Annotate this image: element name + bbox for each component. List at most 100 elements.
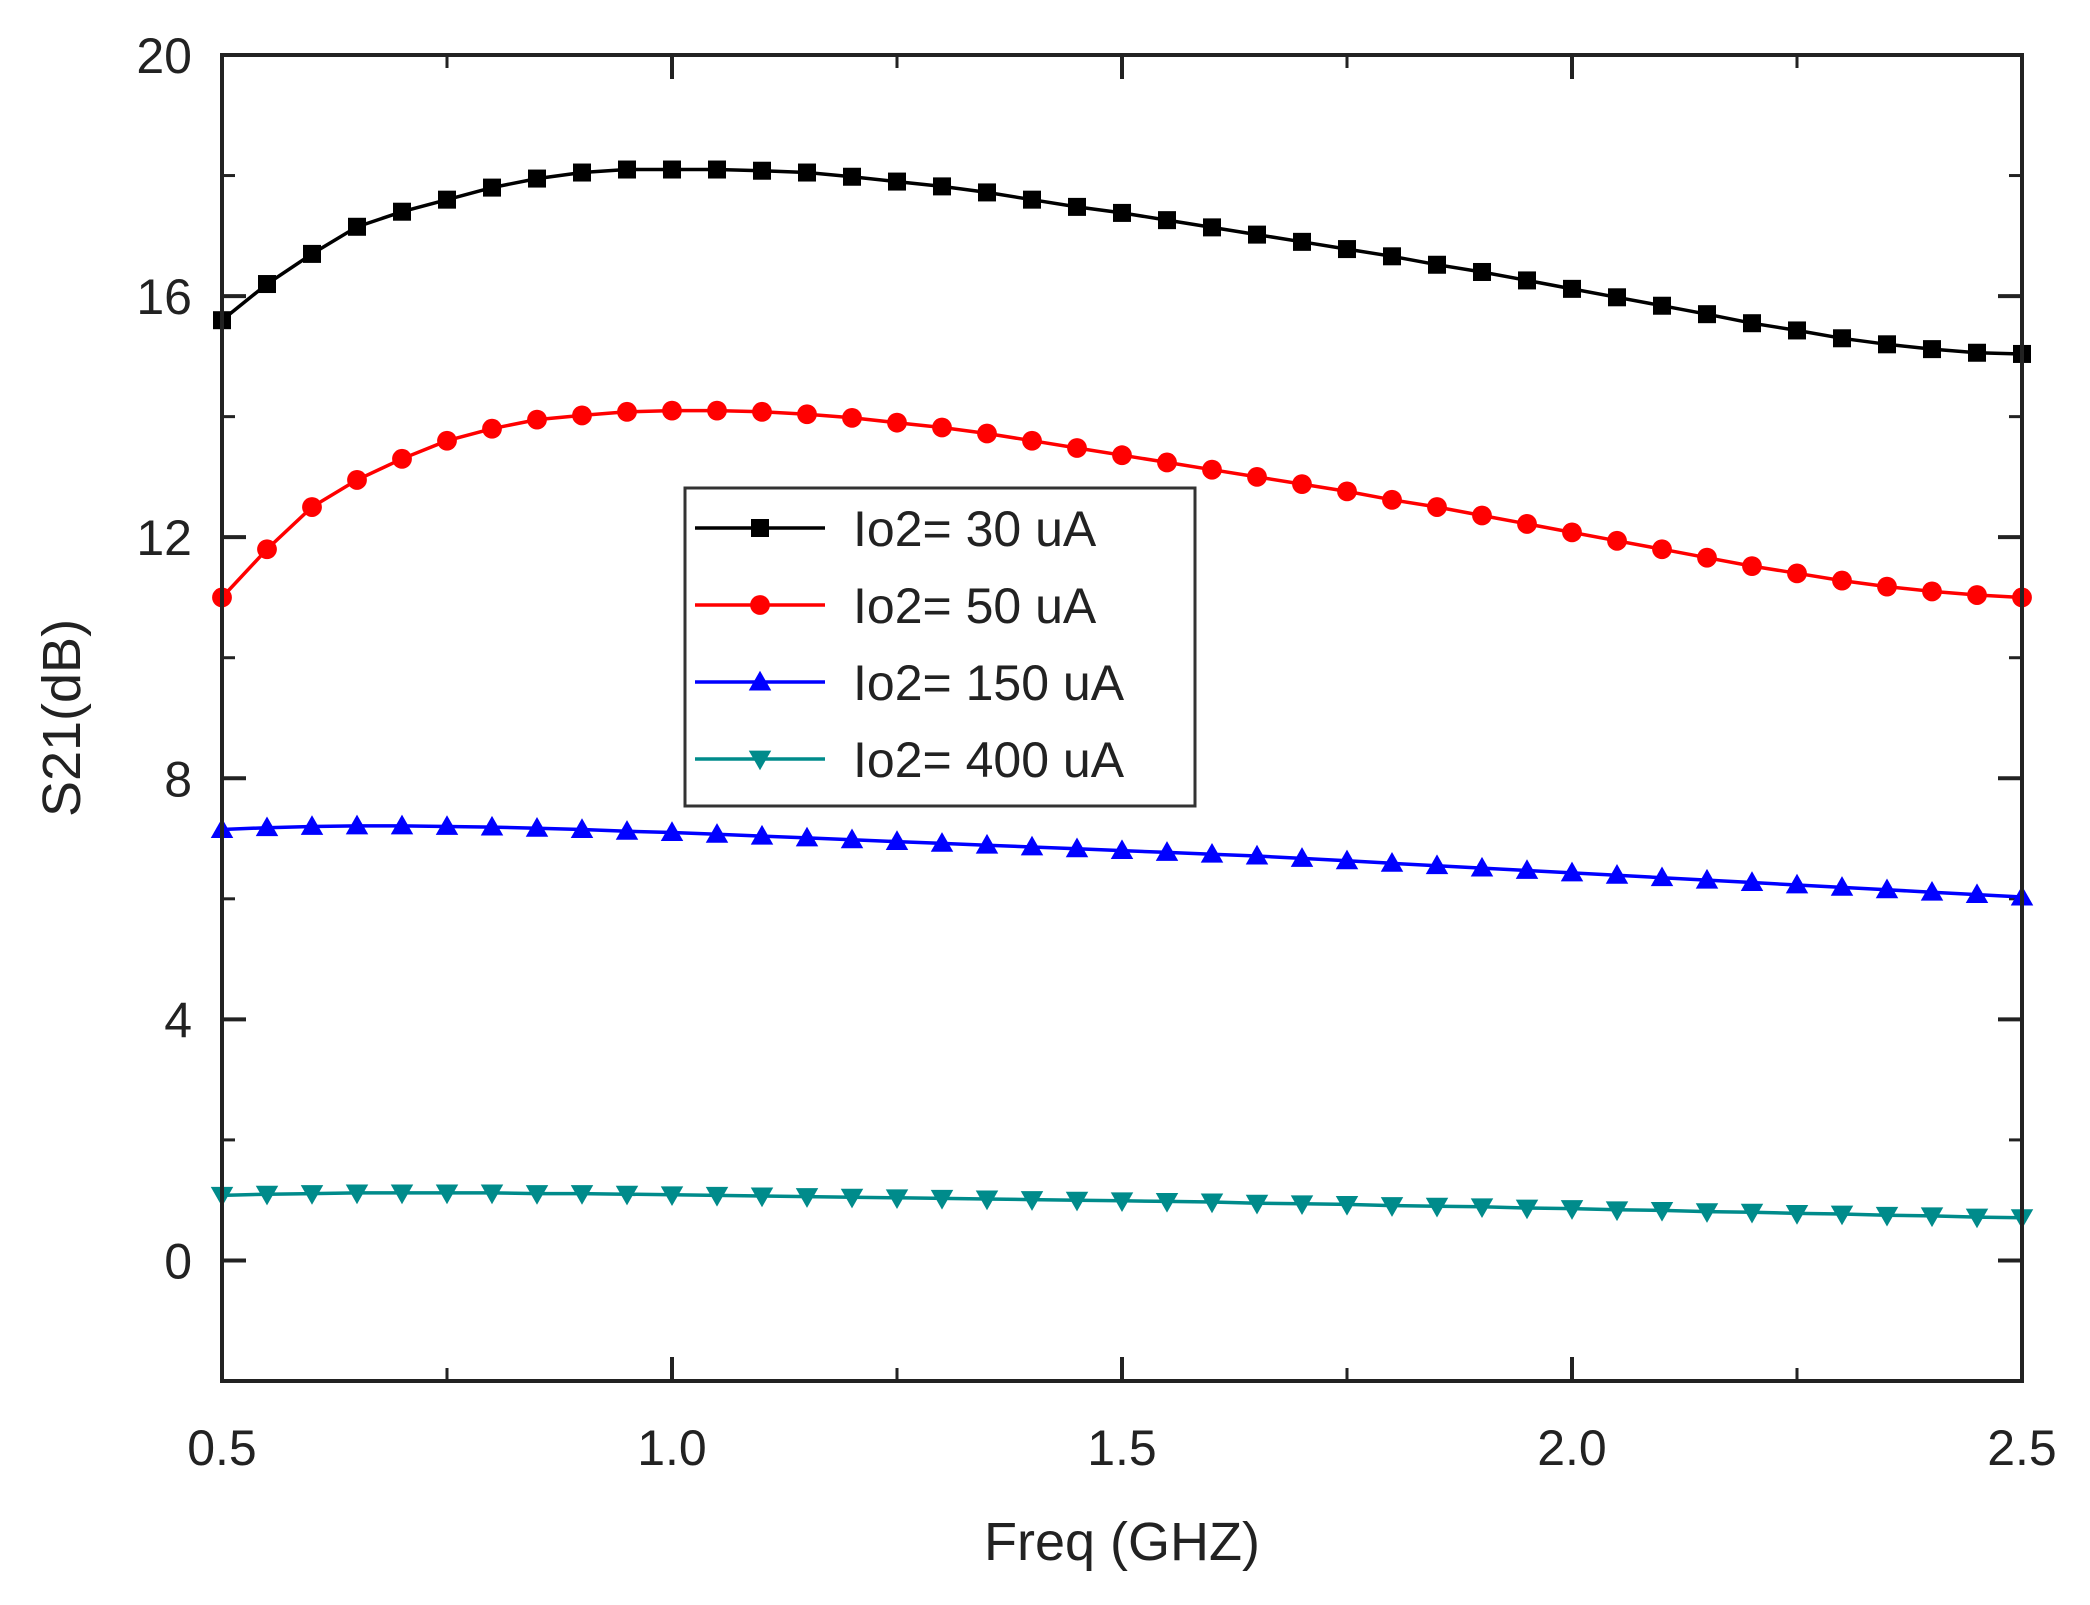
- data-point: [1247, 467, 1267, 487]
- data-point: [1787, 563, 1807, 584]
- data-point: [1470, 1198, 1494, 1219]
- data-point: [525, 1185, 549, 1205]
- legend-marker: [751, 519, 769, 537]
- data-point: [345, 1184, 369, 1205]
- data-point: [1380, 1197, 1404, 1217]
- y-tick-label: 8: [164, 751, 192, 807]
- data-point: [795, 1188, 819, 1208]
- data-point: [885, 1189, 909, 1210]
- data-point: [1650, 1201, 1674, 1222]
- data-point: [525, 817, 549, 837]
- data-point: [1740, 871, 1764, 891]
- legend-box: [683, 486, 1197, 808]
- data-point: [1155, 841, 1179, 861]
- data-point: [1920, 880, 1944, 901]
- data-point: [393, 202, 411, 221]
- data-point: [390, 1184, 414, 1205]
- data-point: [1875, 1206, 1899, 1227]
- x-tick-label: 2.5: [1987, 1420, 2057, 1476]
- data-point: [1515, 1199, 1539, 1220]
- x-tick-label: 1.0: [637, 1420, 707, 1476]
- legend-label: Io2= 50 uA: [853, 578, 1097, 634]
- data-point: [930, 1189, 954, 1210]
- legend-marker: [748, 750, 772, 771]
- data-point: [1113, 203, 1131, 222]
- data-point: [842, 407, 862, 428]
- data-point: [1517, 514, 1537, 534]
- data-point: [438, 190, 456, 209]
- data-point: [1473, 262, 1491, 281]
- data-point: [1605, 864, 1629, 884]
- data-point: [887, 412, 907, 433]
- data-point: [1515, 859, 1539, 879]
- data-point: [1335, 849, 1359, 870]
- data-point: [933, 177, 951, 196]
- data-point: [570, 818, 594, 838]
- data-point: [975, 833, 999, 854]
- data-point: [480, 1184, 504, 1205]
- data-point: [1245, 1194, 1269, 1215]
- data-point: [1065, 1191, 1089, 1212]
- data-point: [1200, 1193, 1224, 1214]
- data-point: [1695, 1203, 1719, 1223]
- data-point: [843, 167, 861, 186]
- data-point: [1472, 505, 1492, 526]
- data-point: [1968, 343, 1986, 362]
- data-point: [888, 172, 906, 191]
- data-point: [753, 161, 771, 180]
- legend-item: Io2= 30 uA: [695, 501, 1097, 557]
- data-point: [1965, 1208, 1989, 1229]
- data-point: [660, 1186, 684, 1207]
- data-point: [1293, 232, 1311, 251]
- data-point: [1785, 873, 1809, 894]
- data-point: [347, 470, 367, 490]
- data-point: [1067, 438, 1087, 458]
- data-point: [1560, 861, 1584, 882]
- y-axis-label: S21(dB): [32, 619, 92, 817]
- data-point: [1200, 842, 1224, 863]
- y-tick-label: 4: [164, 992, 192, 1048]
- data-point: [1382, 489, 1402, 510]
- data-point: [1203, 218, 1221, 237]
- data-point: [975, 1190, 999, 1211]
- legend-item: Io2= 400 uA: [695, 732, 1125, 788]
- data-point: [932, 417, 952, 438]
- data-point: [345, 814, 369, 835]
- data-point: [1335, 1195, 1359, 1216]
- data-point: [1920, 1207, 1944, 1228]
- data-point: [1428, 255, 1446, 274]
- data-point: [1158, 211, 1176, 230]
- data-point: [1245, 844, 1269, 865]
- data-point: [1020, 835, 1044, 856]
- data-point: [615, 820, 639, 840]
- data-point: [1383, 247, 1401, 266]
- data-point: [1338, 240, 1356, 259]
- data-point: [1833, 329, 1851, 348]
- data-point: [1518, 271, 1536, 290]
- data-point: [1425, 854, 1449, 875]
- data-point: [482, 418, 502, 439]
- data-point: [1965, 883, 1989, 904]
- data-point: [1065, 837, 1089, 858]
- data-point: [1023, 190, 1041, 209]
- data-point: [1875, 878, 1899, 899]
- data-point: [707, 400, 727, 421]
- data-point: [1068, 197, 1086, 216]
- data-point: [1878, 335, 1896, 354]
- data-point: [1157, 452, 1177, 473]
- data-point: [930, 832, 954, 852]
- data-point: [348, 217, 366, 236]
- data-point: [1923, 340, 1941, 359]
- data-point: [1742, 556, 1762, 577]
- data-point: [840, 828, 864, 849]
- data-point: [1650, 866, 1674, 887]
- data-point: [1697, 547, 1717, 568]
- data-point: [617, 401, 637, 422]
- ticks-layer: 0.5 1.0 1.5 2.0 2.5 0 4 8 12 16 20: [136, 28, 2056, 1476]
- x-tick-label: 0.5: [187, 1420, 257, 1476]
- x-tick-label: 1.5: [1087, 1420, 1157, 1476]
- y-tick-label: 20: [136, 28, 192, 84]
- data-point: [1337, 481, 1357, 502]
